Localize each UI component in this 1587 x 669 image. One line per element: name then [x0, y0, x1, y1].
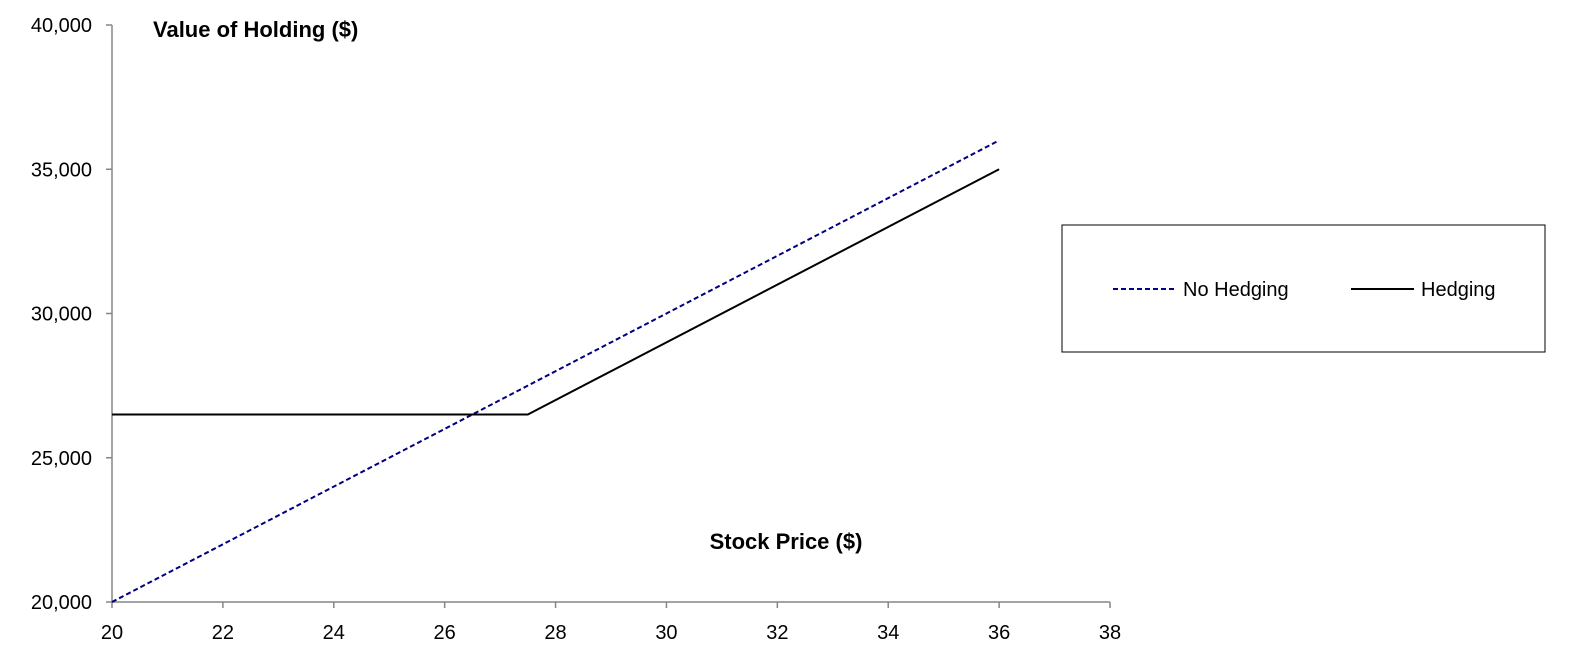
x-tick-label: 22 [212, 622, 234, 644]
x-tick-label: 24 [323, 622, 345, 644]
series-layer [111, 139, 1000, 603]
legend-label-no-hedging: No Hedging [1183, 279, 1289, 301]
y-tick-label: 40,000 [31, 15, 92, 37]
x-tick-label: 38 [1099, 622, 1121, 644]
legend: No Hedging Hedging [1061, 224, 1546, 353]
x-tick-label: 20 [101, 622, 123, 644]
x-axis-ticks: 20 22 24 26 28 30 32 34 36 38 [101, 602, 1121, 644]
y-axis-ticks: 20,000 25,000 30,000 35,000 40,000 [31, 15, 112, 614]
legend-box [1061, 224, 1546, 353]
x-tick-label: 26 [434, 622, 456, 644]
y-tick-label: 25,000 [31, 448, 92, 470]
series-line-hedging [112, 168, 1000, 416]
y-axis-title: Value of Holding ($) [153, 17, 358, 42]
x-tick-label: 28 [544, 622, 566, 644]
legend-label-hedging: Hedging [1421, 279, 1496, 301]
x-tick-label: 30 [655, 622, 677, 644]
x-tick-label: 34 [877, 622, 899, 644]
series-line-no-hedging [111, 139, 1000, 603]
y-tick-label: 20,000 [31, 592, 92, 614]
y-tick-label: 30,000 [31, 304, 92, 326]
x-tick-label: 32 [766, 622, 788, 644]
y-tick-label: 35,000 [31, 159, 92, 181]
x-tick-label: 36 [988, 622, 1010, 644]
axes [111, 25, 1110, 603]
x-axis-title: Stock Price ($) [710, 529, 863, 554]
